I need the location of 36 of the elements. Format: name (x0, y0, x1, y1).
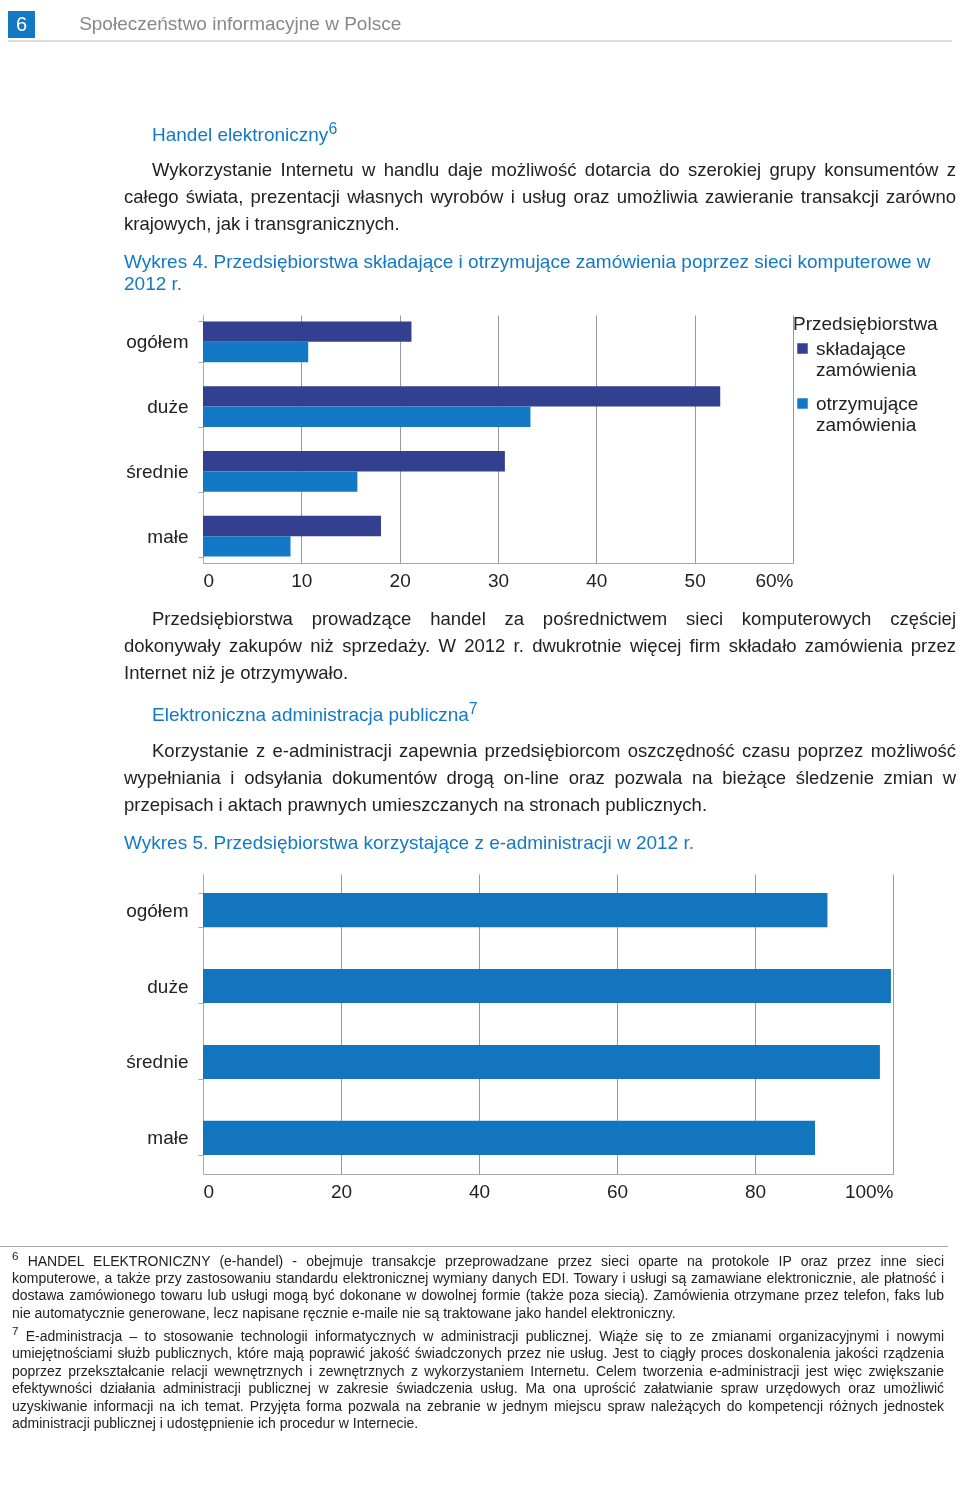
text: Elektroniczna administracja publiczna$^{7}$ (152, 700, 479, 727)
x-tick-label: 50 (684, 569, 706, 591)
y-tick-label: średnie (126, 1051, 189, 1073)
legend-label: otrzymujące zamówienia (816, 392, 919, 435)
x-tick-label: 60% (755, 569, 794, 591)
x-tick-label: 100% (844, 1180, 894, 1202)
chart-title: Wykres 4. Przedsiębiorstwa składające i otrzymujące zamówienia poprzez sieci komputerowe w 2012 r. (124, 251, 932, 296)
text: Handel elektroniczny (152, 124, 329, 146)
legend-label: składające zamówienia (816, 337, 917, 380)
x-tick-label: 40 (468, 1180, 491, 1202)
x-tick-label: 40 (586, 569, 608, 591)
text: Wykorzystanie Internetu w handlu daje możliwość dotarcia do szerokiej grupy konsumentów z całego świata, prezentacji własnych wyrobów i usług oraz umożliwia zawieranie transakcji zarówno krajowych, jak i transgranicznych. (124, 158, 956, 237)
x-tick-label: 30 (487, 569, 510, 591)
chart-title: Wykres 5. Przedsiębiorstwa korzystające z e-administracji w 2012 r. (124, 831, 696, 854)
x-tick-label: 10 (291, 569, 313, 591)
text: Społeczeństwo informacyjne w Polsce (79, 13, 402, 35)
y-tick-label: ogółem (126, 331, 189, 353)
text: $^{7}$ E-administracja – to stosowanie technologii informatycznych w administracji publicznej. Wiąże się to ze zmianami organizacyjnymi i nowymi umiejętnościami służb publicznych, które mają poprawić jakość świadczonych przez nie usług. Jest to ciągły proces doskonalenia jakości rządzenia poprzez przekształcanie relacji wewnętrznych i zewnętrznych z wykorzystaniem Internetu. Celem tworzenia e-administracji jest więc zwiększanie efektywności działania administracji publicznej w zakresie świadczenia usług. Ma ona uprościć załatwianie spraw urzędowych oraz umożliwić uzyskiwanie informacji na ich temat. Przyjęta forma pozwala na zebranie w jednym miejscu spraw należących do kompetencji różnych jednostek administracji publicznej i udostępnienie ich procedur w Internecie. (12, 1323, 944, 1433)
y-tick-label: duże (147, 396, 189, 418)
x-tick-label: 60 (606, 1180, 629, 1202)
x-tick-label: 0 (203, 1180, 215, 1202)
y-tick-label: małe (147, 525, 189, 547)
x-tick-label: 0 (203, 569, 215, 591)
x-tick-label: 20 (330, 1180, 353, 1202)
legend-title: Przedsiębiorstwa (793, 313, 939, 335)
text: $^{6}$ HANDEL ELEKTRONICZNY (e-handel) - obejmuje transakcje przeprowadzane przez sieci oparte na protokole IP oraz przez inne sieci komputerowe, a także przy zastosowaniu standardu elektronicznej wymiany danych EDI. Towary i usługi są zamawiane elektronicznie, ale płatność i dostawa zamówionego towaru lub usługi mogą być dokonane w dowolnej formie (także poza siecią). Zamówienia otrzymane przez telefon, faks lub nie automatycznie generowane, lecz napisane ręcznie e-maile nie są traktowane jako handel elektroniczny. (12, 1247, 944, 1323)
text: 6 (16, 12, 28, 35)
x-tick-label: 20 (389, 569, 411, 591)
text: 6 (328, 120, 338, 137)
x-tick-label: 80 (744, 1180, 767, 1202)
y-tick-label: małe (147, 1127, 189, 1149)
y-tick-label: średnie (126, 461, 189, 483)
text: Przedsiębiorstwa prowadzące handel za pośrednictwem sieci komputerowych częściej dokonywały zakupów niż sprzedaży. W 2012 r. dwukrotnie więcej firm składało zamówienia przez Internet niż je otrzymywało. (124, 607, 956, 686)
y-tick-label: ogółem (126, 899, 189, 921)
y-tick-label: duże (147, 975, 189, 997)
text: Korzystanie z e-administracji zapewnia przedsiębiorcom oszczędność czasu poprzez możliwość wypełniania i odsyłania dokumentów drogą on-line oraz pozwala na bieżące śledzenie zmian w przepisach i aktach prawnych umieszczanych na stronach publicznych. (124, 738, 956, 817)
